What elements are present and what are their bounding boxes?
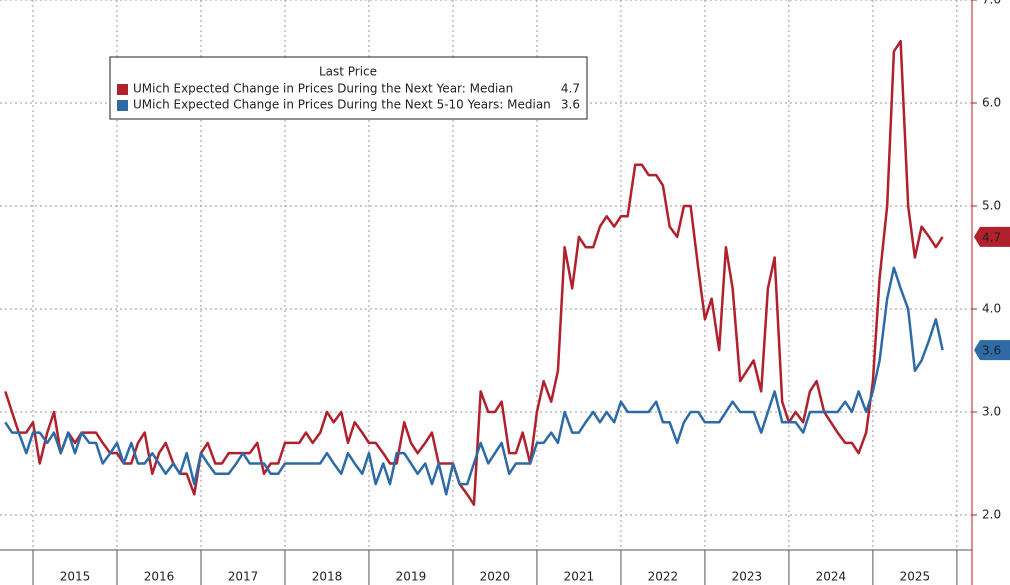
series-line (4, 39, 944, 506)
legend-title: Last Price (319, 65, 377, 79)
x-tick-label: 2021 (564, 570, 595, 584)
value-tag (974, 340, 1010, 361)
y-tick-label: 7.0 (982, 0, 1001, 7)
legend-box (109, 56, 588, 120)
y-tick-label: 5.0 (982, 198, 1001, 212)
x-tick-label: 2019 (396, 570, 427, 584)
x-tick-label: 2015 (60, 570, 91, 584)
legend-label: UMich Expected Change in Prices During t… (133, 98, 551, 112)
legend-value: 4.7 (561, 82, 580, 96)
x-tick-label: 2022 (648, 570, 679, 584)
value-tag-label: 4.7 (982, 230, 1001, 244)
value-tag-label: 3.6 (982, 344, 1001, 358)
value-tag (974, 226, 1010, 247)
y-tick-label: 3.0 (982, 404, 1001, 418)
x-tick-label: 2017 (228, 570, 259, 584)
x-tick-label: 2020 (480, 570, 511, 584)
legend-label: UMich Expected Change in Prices During t… (133, 82, 513, 96)
y-tick-label: 4.0 (982, 301, 1001, 315)
legend-swatch (117, 84, 128, 95)
legend: Last Price UMich Expected Change in Price… (109, 56, 588, 120)
y-tick-label: 6.0 (982, 95, 1001, 109)
x-tick-label: 2024 (816, 570, 847, 584)
series-line (4, 266, 944, 496)
x-tick-label: 2016 (144, 570, 175, 584)
x-tick-label: 2023 (732, 570, 763, 584)
y-tick-label: 2.0 (982, 507, 1001, 521)
legend-swatch (117, 100, 128, 111)
x-tick-label: 2025 (900, 570, 931, 584)
x-tick-label: 2018 (312, 570, 343, 584)
legend-value: 3.6 (561, 98, 580, 112)
